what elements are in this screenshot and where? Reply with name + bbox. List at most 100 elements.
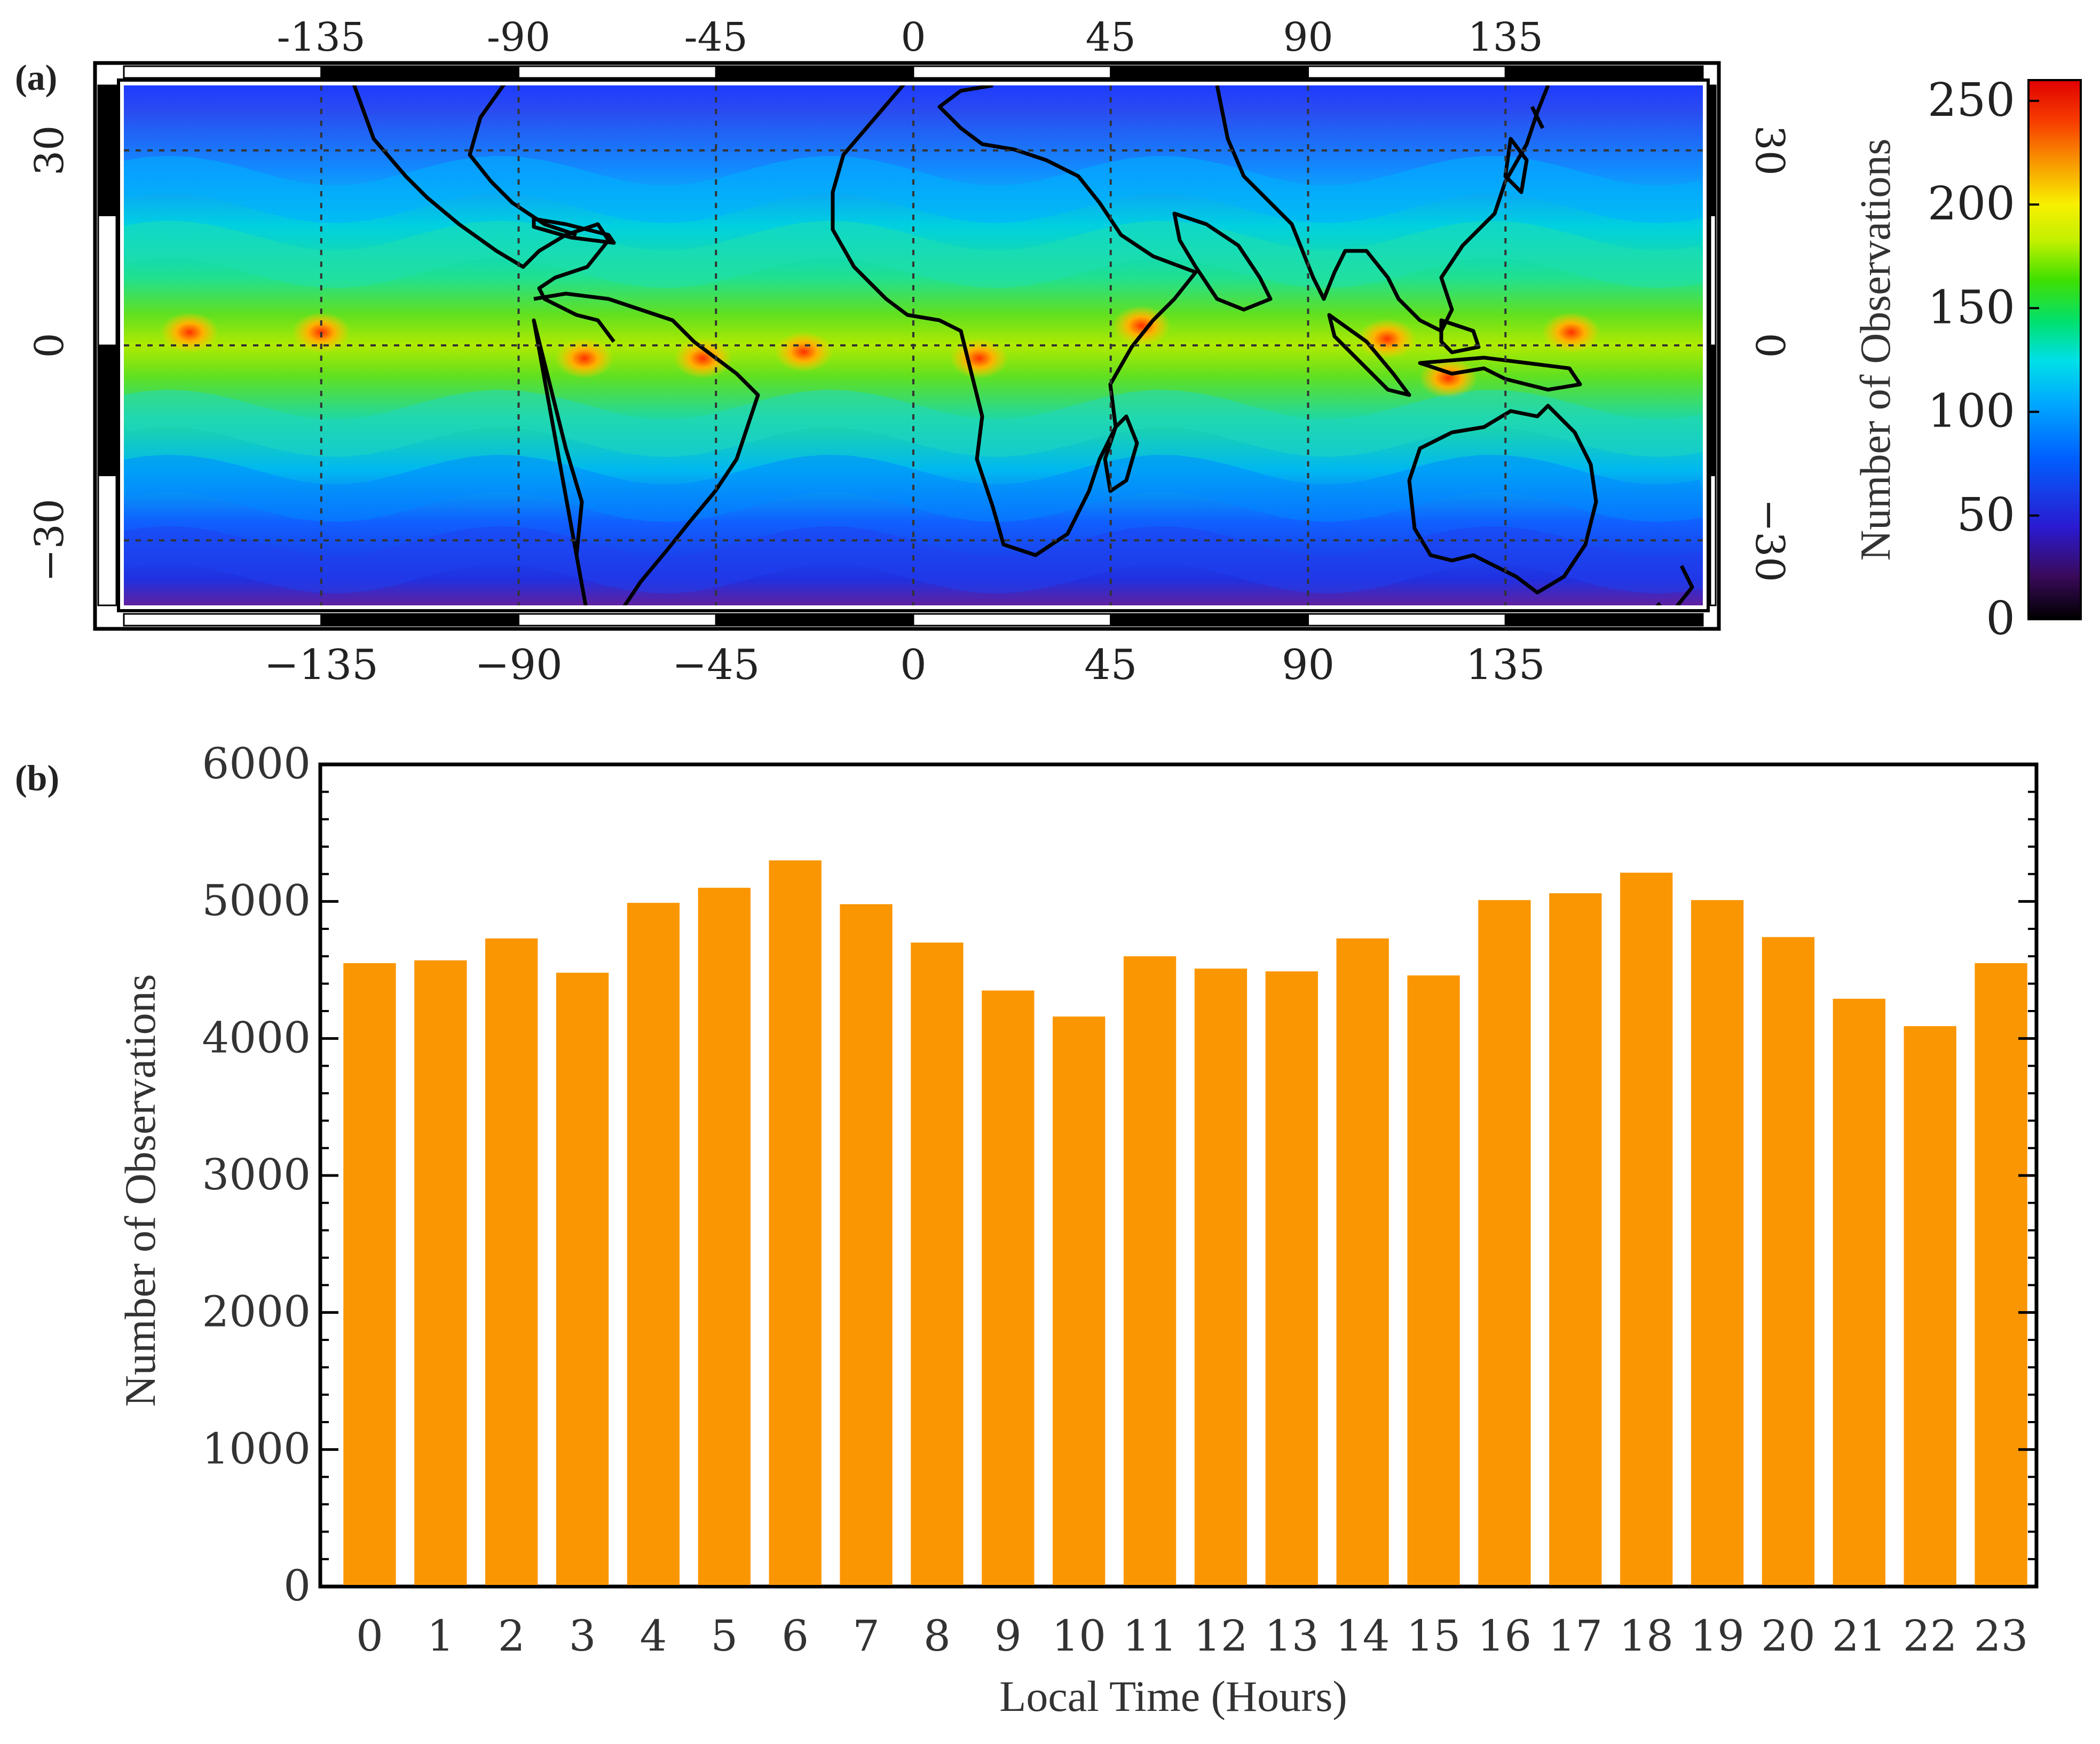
colorbar-gradient bbox=[2027, 79, 2082, 620]
panel-a-label: (a) bbox=[15, 57, 57, 98]
x-tick-label: 19 bbox=[1690, 1611, 1744, 1661]
x-tick-label: 1 bbox=[427, 1611, 454, 1661]
border-bar-left bbox=[97, 344, 117, 476]
bar-8 bbox=[911, 942, 964, 1585]
bar-23 bbox=[1975, 963, 2027, 1585]
cuba-coast bbox=[532, 217, 616, 245]
x-tick-label: 11 bbox=[1123, 1611, 1177, 1661]
lon-tick-bottom: 0 bbox=[900, 641, 927, 689]
lon-tick-bottom: 135 bbox=[1466, 641, 1545, 689]
bar-series bbox=[343, 860, 2027, 1585]
colorbar-ticks: 0 50 100 150 200 250 bbox=[1928, 74, 2039, 645]
y-tick-label: 2000 bbox=[202, 1287, 311, 1337]
bar-13 bbox=[1265, 971, 1318, 1585]
x-tick-label: 7 bbox=[852, 1611, 880, 1661]
x-tick-label: 6 bbox=[781, 1611, 809, 1661]
x-tick-label: 21 bbox=[1832, 1611, 1886, 1661]
border-bar-bottom bbox=[1110, 613, 1309, 627]
density-hot-spot bbox=[160, 312, 219, 353]
border-bar-bottom bbox=[518, 613, 717, 627]
x-tick-label: 20 bbox=[1761, 1611, 1815, 1661]
lon-ticks-bottom: −135 −90 −45 0 45 90 135 bbox=[264, 641, 1545, 689]
bar-12 bbox=[1194, 968, 1248, 1585]
border-bar-bottom bbox=[715, 613, 914, 627]
density-wave bbox=[124, 390, 1703, 457]
coastlines bbox=[352, 85, 1694, 605]
x-tick-label: 10 bbox=[1052, 1611, 1106, 1661]
lon-tick-top: 135 bbox=[1468, 14, 1543, 60]
bar-3 bbox=[556, 973, 609, 1585]
x-tick-label: 22 bbox=[1903, 1611, 1957, 1661]
border-bar-bottom bbox=[1504, 613, 1704, 627]
bar-11 bbox=[1123, 956, 1177, 1585]
density-hot-spot bbox=[673, 338, 732, 379]
x-tick-label: 18 bbox=[1619, 1611, 1673, 1661]
colorbar-label: Number of Observations bbox=[1852, 139, 1899, 561]
density-hot-spot bbox=[1357, 318, 1417, 359]
x-tick-label: 23 bbox=[1974, 1611, 2028, 1661]
bar-7 bbox=[840, 904, 893, 1585]
border-bar-top bbox=[1504, 65, 1704, 79]
x-tick-label: 5 bbox=[710, 1611, 738, 1661]
lon-tick-top: 45 bbox=[1086, 14, 1136, 60]
bar-21 bbox=[1833, 998, 1885, 1585]
bar-1 bbox=[414, 960, 467, 1585]
lat-tick-left: 0 bbox=[27, 333, 73, 358]
colorbar-tick-label: 150 bbox=[1928, 281, 2015, 334]
border-bar-top bbox=[518, 65, 717, 79]
x-tick-label: 13 bbox=[1265, 1611, 1319, 1661]
bar-2 bbox=[485, 938, 538, 1585]
x-axis-ticks: 0 1 2 3 4 5 6 7 8 9 10 11 12 13 14 15 16 17 18 19 20 21 22 23 bbox=[356, 1611, 2028, 1661]
lon-tick-top: 90 bbox=[1283, 14, 1333, 60]
bar-17 bbox=[1549, 893, 1602, 1585]
border-bar-right bbox=[1709, 215, 1717, 346]
lon-tick-bottom: 45 bbox=[1084, 641, 1137, 689]
lat-ticks-left: 30 0 −30 bbox=[27, 125, 73, 582]
lon-tick-bottom: 90 bbox=[1282, 641, 1335, 689]
madagascar-coast bbox=[1103, 414, 1139, 493]
y-tick-label: 4000 bbox=[202, 1013, 311, 1062]
border-bar-right bbox=[1709, 475, 1717, 606]
australia-coast bbox=[1407, 404, 1598, 595]
border-bar-bottom bbox=[1307, 613, 1506, 627]
x-tick-label: 2 bbox=[498, 1611, 525, 1661]
bar-4 bbox=[627, 903, 680, 1585]
north-america-east-coast bbox=[468, 85, 578, 237]
lon-tick-bottom: −135 bbox=[264, 641, 378, 689]
europe-africa-coast bbox=[831, 85, 1198, 557]
colorbar-tick-label: 0 bbox=[1986, 592, 2015, 645]
bar-19 bbox=[1691, 900, 1744, 1585]
bar-15 bbox=[1407, 975, 1460, 1585]
bar-5 bbox=[698, 888, 751, 1585]
colorbar-tick-label: 100 bbox=[1928, 385, 2015, 438]
lon-tick-top: 0 bbox=[901, 14, 926, 60]
map-graticule-lines bbox=[124, 85, 1703, 605]
border-bar-top bbox=[1307, 65, 1506, 79]
x-axis-label: Local Time (Hours) bbox=[999, 1672, 1347, 1721]
border-bar-left bbox=[97, 215, 117, 346]
lat-tick-right: −30 bbox=[1747, 499, 1793, 582]
border-bar-top bbox=[912, 65, 1112, 79]
colorbar-tick-label: 50 bbox=[1957, 488, 2015, 542]
y-tick-label: 5000 bbox=[202, 876, 311, 926]
lon-tick-top: -45 bbox=[684, 14, 748, 60]
bar-10 bbox=[1053, 1016, 1106, 1585]
border-bar-left bbox=[97, 475, 117, 606]
y-tick-label: 0 bbox=[283, 1561, 311, 1611]
bar-0 bbox=[343, 963, 396, 1585]
lat-tick-right: 30 bbox=[1747, 125, 1793, 176]
lon-tick-bottom: −45 bbox=[672, 641, 760, 689]
border-bar-top bbox=[123, 65, 322, 79]
border-bar-top bbox=[320, 65, 519, 79]
bar-18 bbox=[1620, 872, 1673, 1585]
y-axis-ticks: 0 1000 2000 3000 4000 5000 6000 bbox=[202, 739, 2036, 1611]
bar-9 bbox=[982, 990, 1035, 1585]
lat-tick-right: 0 bbox=[1747, 333, 1793, 358]
x-tick-label: 4 bbox=[640, 1611, 667, 1661]
x-tick-label: 0 bbox=[356, 1611, 383, 1661]
bar-22 bbox=[1904, 1026, 1956, 1585]
colorbar-tick-label: 250 bbox=[1928, 74, 2015, 127]
density-hot-spots bbox=[160, 305, 1601, 398]
lat-tick-left: −30 bbox=[27, 499, 73, 582]
